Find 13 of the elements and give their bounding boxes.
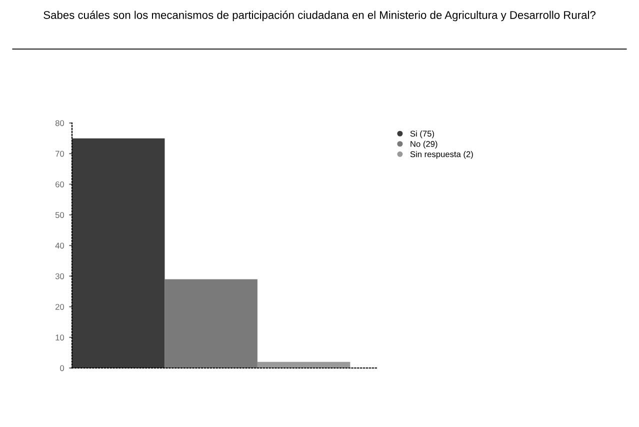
y-tick-label: 50: [55, 212, 64, 218]
y-tick-label: 30: [55, 273, 64, 280]
legend-label: No (29): [410, 140, 438, 149]
y-tick-label: 20: [56, 304, 64, 310]
y-tick-label: 0: [60, 365, 64, 372]
y-tick-label: 80: [55, 120, 64, 126]
legend-label: Sin respuesta (2): [410, 151, 473, 159]
y-tick-label: 60: [56, 181, 64, 188]
y-tick-label: 70: [56, 150, 64, 157]
chart-title: Sabes cuáles son los mecanismos de participación ciudadana en el Ministerio de Agricultura y Desarrollo Rural?: [44, 10, 596, 22]
y-tick-label: 40: [55, 242, 64, 249]
y-tick-label: 10: [56, 334, 64, 340]
legend-label: Si (75): [410, 130, 434, 138]
